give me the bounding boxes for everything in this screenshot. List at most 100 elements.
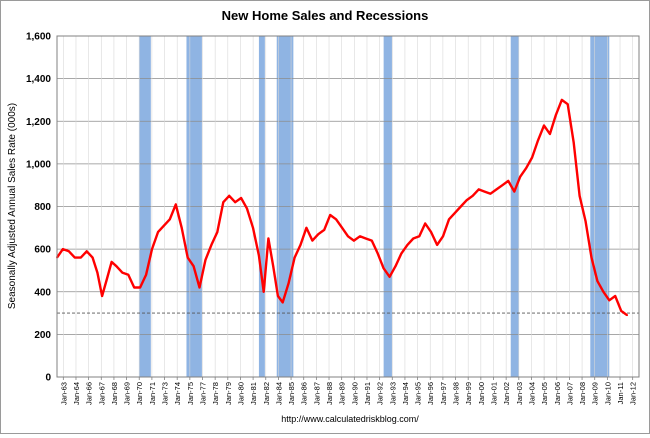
data-point (353, 239, 355, 242)
x-tick-label: Jan-78 (211, 382, 220, 405)
data-point (234, 201, 237, 204)
data-point (584, 220, 587, 223)
data-point (85, 250, 88, 253)
x-tick-label: Jan-04 (527, 382, 536, 405)
x-tick-label: Jan-80 (236, 382, 245, 405)
x-tick-label: Jan-74 (173, 382, 182, 405)
data-point (157, 231, 159, 233)
data-point (341, 226, 343, 229)
data-point (394, 265, 397, 268)
y-axis-label: Seasonally Adjusted Annual Sales Rate (0… (7, 103, 18, 309)
x-tick-label: Jan-00 (477, 382, 486, 405)
data-point (388, 275, 391, 278)
y-tick-label: 1,200 (26, 117, 51, 128)
x-tick-label: Jan-11 (616, 382, 625, 404)
x-tick-label: Jan-75 (186, 382, 195, 405)
data-point (145, 273, 147, 276)
data-point (262, 290, 265, 293)
data-point (578, 194, 581, 197)
data-point (525, 167, 528, 170)
data-point (127, 273, 130, 276)
data-point (198, 286, 201, 289)
data-point (299, 243, 302, 246)
data-point (412, 237, 415, 240)
x-tick-label: Jan-73 (161, 382, 170, 405)
data-point (537, 139, 539, 142)
source-url: http://www.calculatedriskblog.com/ (281, 414, 419, 424)
data-point (501, 184, 504, 187)
data-point (115, 265, 118, 268)
data-point (133, 286, 136, 289)
data-point (596, 280, 599, 282)
x-tick-label: Jan-07 (565, 382, 574, 405)
data-point (572, 141, 575, 144)
data-point (471, 194, 474, 197)
data-point (608, 299, 611, 302)
x-tick-label: Jan-87 (312, 382, 321, 405)
data-point (430, 231, 433, 233)
y-tick-label: 600 (34, 245, 51, 256)
data-point (507, 180, 510, 182)
data-point (626, 314, 629, 317)
x-tick-label: Jan-66 (85, 382, 94, 405)
x-tick-label: Jan-63 (59, 382, 68, 405)
data-point (151, 248, 153, 251)
x-tick-label: Jan-71 (148, 382, 157, 405)
data-point (311, 239, 314, 242)
data-point (442, 235, 444, 238)
y-tick-label: 1,600 (26, 32, 51, 43)
x-tick-label: Jan-09 (591, 382, 600, 405)
x-tick-label: Jan-93 (388, 382, 397, 405)
y-tick-label: 1,400 (26, 74, 51, 85)
data-point (317, 233, 320, 236)
data-point (543, 124, 545, 127)
data-point (139, 286, 142, 289)
x-tick-label: Jan-82 (262, 382, 271, 405)
x-tick-label: Jan-91 (363, 382, 372, 405)
x-tick-label: Jan-70 (135, 382, 144, 405)
data-point (73, 256, 76, 259)
data-point (590, 256, 593, 259)
data-point (281, 301, 284, 304)
data-point (424, 222, 427, 225)
data-point (79, 256, 82, 259)
x-tick-label: Jan-08 (578, 382, 587, 405)
x-tick-label: Jan-99 (464, 382, 473, 405)
x-tick-label: Jan-89 (338, 382, 347, 405)
x-tick-label: Jan-12 (629, 382, 638, 405)
data-point (91, 256, 94, 259)
data-point (382, 267, 385, 270)
x-tick-label: Jan-81 (249, 382, 258, 405)
x-tick-label: Jan-05 (540, 382, 549, 405)
data-point (186, 256, 189, 259)
data-point (67, 250, 70, 253)
x-tick-label: Jan-01 (490, 382, 499, 405)
data-point (168, 218, 171, 221)
data-point (495, 188, 498, 191)
data-point (258, 254, 260, 257)
x-tick-label: Jan-85 (287, 382, 296, 405)
x-tick-label: Jan-90 (350, 382, 359, 405)
data-point (358, 235, 361, 238)
data-point (287, 282, 290, 285)
x-tick-label: Jan-95 (414, 382, 423, 405)
data-point (483, 190, 486, 193)
x-tick-label: Jan-84 (274, 382, 283, 405)
data-point (614, 295, 617, 297)
data-point (477, 188, 480, 191)
data-point (364, 237, 367, 240)
data-point (210, 243, 213, 246)
data-point (216, 231, 219, 233)
data-point (549, 133, 551, 135)
x-tick-label: Jan-06 (553, 382, 562, 405)
data-point (252, 226, 254, 229)
data-point (418, 235, 421, 238)
data-point (222, 201, 225, 204)
data-point (323, 229, 326, 231)
data-point (566, 103, 569, 106)
x-tick-label: Jan-86 (300, 382, 309, 405)
data-point (329, 214, 332, 216)
x-tick-label: Jan-02 (502, 382, 511, 405)
x-tick-label: Jan-98 (452, 382, 461, 405)
data-point (267, 237, 270, 240)
